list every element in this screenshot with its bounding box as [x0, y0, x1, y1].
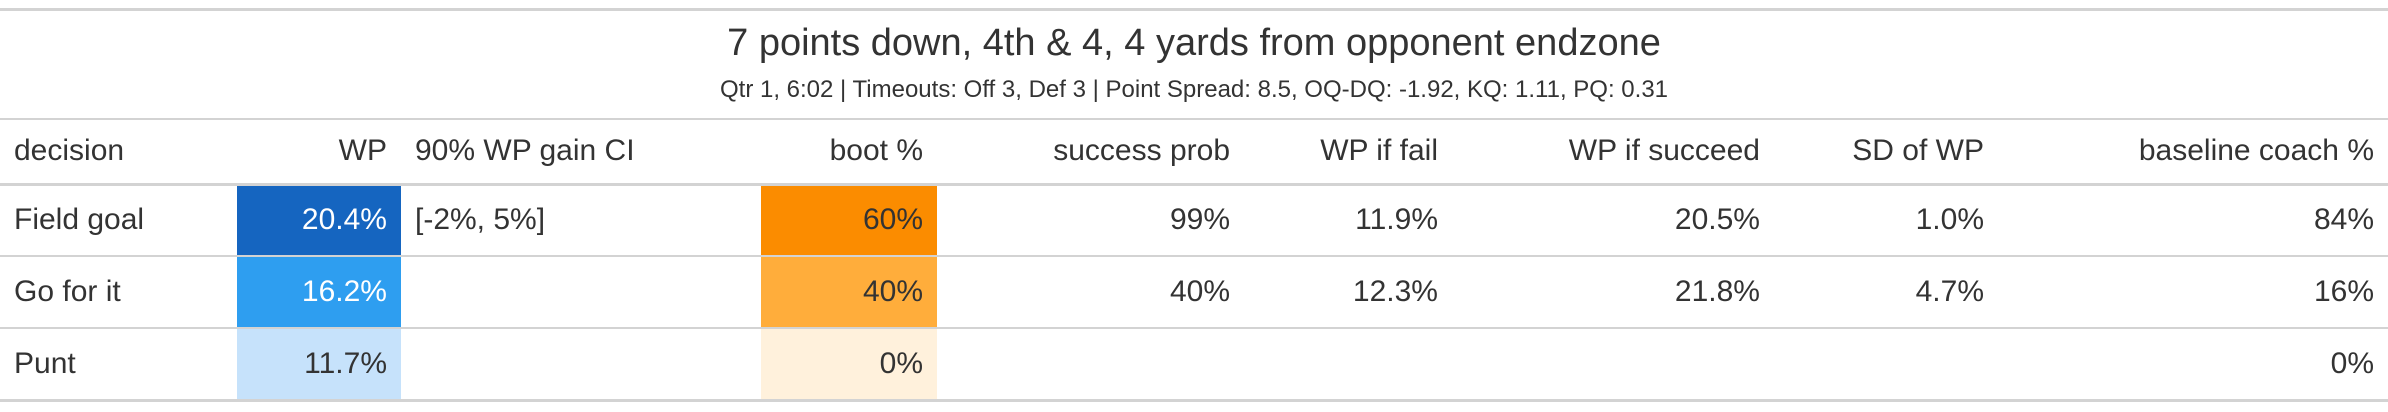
- cell-decision: Punt: [0, 328, 237, 402]
- cell-boot: 0%: [761, 328, 937, 402]
- cell-success-prob: [937, 328, 1244, 402]
- header-wp: WP: [237, 120, 401, 186]
- table-row: Field goal 20.4% [-2%, 5%] 60% 99% 11.9%…: [0, 184, 2388, 257]
- cell-wp: 11.7%: [237, 328, 401, 402]
- cell-wp-succeed: 20.5%: [1452, 184, 1774, 257]
- cell-wp: 16.2%: [237, 256, 401, 329]
- header-wp-fail: WP if fail: [1244, 120, 1452, 186]
- cell-wp-fail: [1244, 328, 1452, 402]
- cell-baseline: 84%: [1998, 184, 2388, 257]
- cell-sd-wp: [1774, 328, 1998, 402]
- cell-decision: Field goal: [0, 184, 237, 257]
- cell-ci: [401, 256, 761, 329]
- header-ci: 90% WP gain CI: [401, 120, 761, 186]
- header-boot: boot %: [761, 120, 937, 186]
- cell-wp-succeed: 21.8%: [1452, 256, 1774, 329]
- cell-baseline: 0%: [1998, 328, 2388, 402]
- cell-sd-wp: 4.7%: [1774, 256, 1998, 329]
- header-decision: decision: [0, 120, 237, 186]
- table-row: Punt 11.7% 0% 0%: [0, 328, 2388, 402]
- cell-wp-fail: 12.3%: [1244, 256, 1452, 329]
- table-title: 7 points down, 4th & 4, 4 yards from opp…: [727, 22, 1661, 64]
- cell-wp-fail: 11.9%: [1244, 184, 1452, 257]
- cell-success-prob: 40%: [937, 256, 1244, 329]
- cell-baseline: 16%: [1998, 256, 2388, 329]
- table-row: Go for it 16.2% 40% 40% 12.3% 21.8% 4.7%…: [0, 256, 2388, 329]
- cell-wp-succeed: [1452, 328, 1774, 402]
- header-baseline: baseline coach %: [1998, 120, 2388, 186]
- decision-grid: decision WP 90% WP gain CI boot % succes…: [0, 120, 2388, 402]
- header-success-prob: success prob: [937, 120, 1244, 186]
- table-subtitle: Qtr 1, 6:02 | Timeouts: Off 3, Def 3 | P…: [719, 76, 1669, 103]
- cell-boot: 40%: [761, 256, 937, 329]
- cell-ci: [-2%, 5%]: [401, 184, 761, 257]
- cell-boot: 60%: [761, 184, 937, 257]
- header-wp-succeed: WP if succeed: [1452, 120, 1774, 186]
- cell-wp: 20.4%: [237, 184, 401, 257]
- cell-sd-wp: 1.0%: [1774, 184, 1998, 257]
- header-rule: [0, 118, 2388, 120]
- cell-success-prob: 99%: [937, 184, 1244, 257]
- cell-ci: [401, 328, 761, 402]
- header-row: decision WP 90% WP gain CI boot % succes…: [0, 120, 2388, 186]
- cell-decision: Go for it: [0, 256, 237, 329]
- top-rule: [0, 8, 2388, 11]
- header-sd-wp: SD of WP: [1774, 120, 1998, 186]
